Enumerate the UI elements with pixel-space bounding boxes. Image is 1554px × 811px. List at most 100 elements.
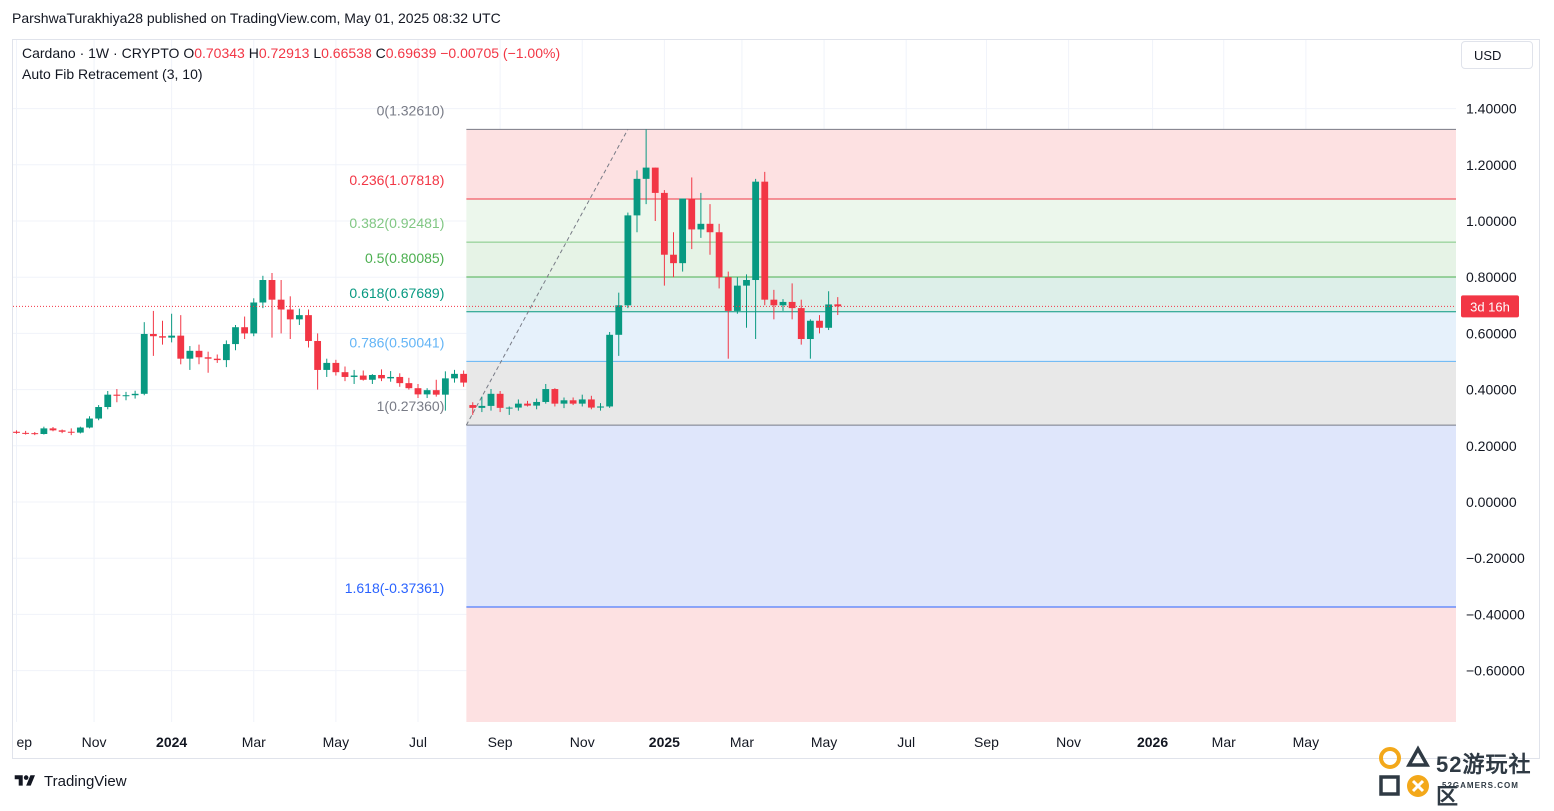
candle-body bbox=[560, 400, 568, 404]
candle-body bbox=[213, 358, 221, 361]
candle-body bbox=[268, 280, 276, 300]
fib-level-label: 1.618(-0.37361) bbox=[345, 580, 445, 596]
candle-body bbox=[195, 350, 203, 358]
time-axis-tick-label: May bbox=[323, 734, 349, 750]
candle-body bbox=[359, 375, 367, 380]
fib-level-label: 0.236(1.07818) bbox=[349, 172, 444, 188]
candle-body bbox=[679, 198, 687, 264]
fib-level-label: 0.382(0.92481) bbox=[349, 215, 444, 231]
time-axis-tick-label: 2026 bbox=[1137, 734, 1168, 750]
fib-zone bbox=[466, 242, 1456, 277]
price-axis-tick-label: 0.60000 bbox=[1466, 325, 1517, 341]
time-axis-tick-label: Sep bbox=[974, 734, 999, 750]
candle-body bbox=[168, 335, 176, 338]
candle-body bbox=[387, 376, 395, 379]
candle-body bbox=[277, 299, 285, 310]
fib-level-label: 0.5(0.80085) bbox=[365, 250, 444, 266]
time-axis-tick-label: Sep bbox=[488, 734, 513, 750]
time-axis-tick-label: Mar bbox=[1212, 734, 1236, 750]
fib-trend-dashed-line bbox=[465, 129, 629, 426]
candle-body bbox=[551, 389, 559, 404]
candle-body bbox=[606, 334, 614, 407]
fib-zone bbox=[466, 425, 1456, 607]
symbol-name[interactable]: Cardano · 1W · CRYPTO bbox=[22, 45, 180, 61]
published-by-text: ParshwaTurakhiya28 published on TradingV… bbox=[12, 10, 501, 26]
candle-body bbox=[113, 394, 121, 396]
time-axis-tick-label: Mar bbox=[242, 734, 266, 750]
candle-body bbox=[460, 373, 468, 383]
currency-button[interactable]: USD bbox=[1461, 41, 1533, 69]
candle-body bbox=[350, 375, 358, 377]
time-axis-tick-label: Nov bbox=[82, 734, 107, 750]
price-axis-tick-label: 1.20000 bbox=[1466, 157, 1517, 173]
fib-zones bbox=[466, 129, 1456, 722]
candle-body bbox=[651, 167, 659, 193]
candle-body bbox=[222, 344, 230, 361]
candle-body bbox=[733, 285, 741, 311]
fib-zone bbox=[466, 129, 1456, 200]
candle-body bbox=[341, 372, 349, 377]
candle-body bbox=[378, 374, 385, 379]
candle-body bbox=[597, 406, 604, 408]
fib-zone bbox=[466, 361, 1456, 426]
price-axis-tick-label: 1.40000 bbox=[1466, 101, 1517, 117]
fib-zone bbox=[466, 199, 1456, 243]
candle-body bbox=[806, 320, 814, 340]
candle-body bbox=[423, 390, 431, 395]
price-axis-tick-label: 0.20000 bbox=[1466, 438, 1517, 454]
fib-trend-line bbox=[465, 129, 629, 426]
ohlc-low-value: 0.66538 bbox=[321, 45, 372, 61]
candle-body bbox=[624, 215, 632, 306]
candle-body bbox=[505, 407, 513, 409]
candle-body bbox=[414, 388, 422, 395]
time-axis-tick-label: Mar bbox=[730, 734, 754, 750]
time-axis-tick-label: ep bbox=[17, 734, 33, 750]
candles bbox=[13, 129, 842, 436]
candle-body bbox=[368, 374, 376, 380]
candle-body bbox=[204, 357, 212, 359]
fib-level-label: 1(0.27360) bbox=[377, 398, 445, 414]
time-axis-tick-label: Jul bbox=[409, 734, 427, 750]
fib-level-label: 0.786(0.50041) bbox=[349, 334, 444, 350]
candle-body bbox=[95, 407, 103, 419]
watermark-title: 52游玩社区 bbox=[1436, 752, 1532, 809]
price-axis-tick-label: 0.40000 bbox=[1466, 382, 1517, 398]
candle-body bbox=[49, 428, 57, 431]
candle-body bbox=[31, 433, 39, 435]
candle-body bbox=[122, 395, 130, 397]
tradingview-logo[interactable]: TradingView bbox=[12, 771, 127, 791]
candle-body bbox=[660, 192, 668, 255]
candle-body bbox=[323, 362, 331, 370]
price-axis-tick-label: 0.80000 bbox=[1466, 269, 1517, 285]
fib-zone bbox=[466, 606, 1456, 722]
candle-body bbox=[578, 399, 586, 404]
indicator-legend[interactable]: Auto Fib Retracement (3, 10) bbox=[22, 66, 203, 82]
time-axis-tick-label: May bbox=[811, 734, 837, 750]
candle-body bbox=[405, 383, 413, 389]
candle-body bbox=[177, 335, 185, 359]
candle-body bbox=[615, 305, 623, 335]
candle-body bbox=[305, 315, 312, 341]
candle-body bbox=[159, 336, 166, 338]
site-watermark: 52游玩社区 52GAMERS.COM bbox=[1376, 744, 1548, 809]
chart-panel[interactable] bbox=[12, 39, 1540, 759]
candle-body bbox=[241, 327, 249, 334]
time-axis-tick-label: Nov bbox=[570, 734, 595, 750]
candle-body bbox=[487, 393, 495, 406]
ohlc-close-label: C bbox=[375, 45, 386, 61]
current-price-line: 3d 16h bbox=[13, 295, 1519, 318]
candle-body bbox=[642, 167, 650, 179]
time-axis-tick-label: Nov bbox=[1056, 734, 1081, 750]
ohlc-close-value: 0.69639 bbox=[385, 45, 437, 61]
candle-body bbox=[451, 373, 458, 379]
candle-body bbox=[86, 418, 93, 428]
tradingview-wordmark: TradingView bbox=[44, 772, 127, 790]
candle-body bbox=[314, 340, 322, 370]
candle-body bbox=[432, 390, 440, 395]
candle-body bbox=[40, 428, 48, 434]
ohlc-high-value: 0.72913 bbox=[258, 45, 310, 61]
candle-body bbox=[186, 350, 194, 359]
candle-body bbox=[688, 198, 696, 230]
candle-body bbox=[524, 403, 531, 406]
